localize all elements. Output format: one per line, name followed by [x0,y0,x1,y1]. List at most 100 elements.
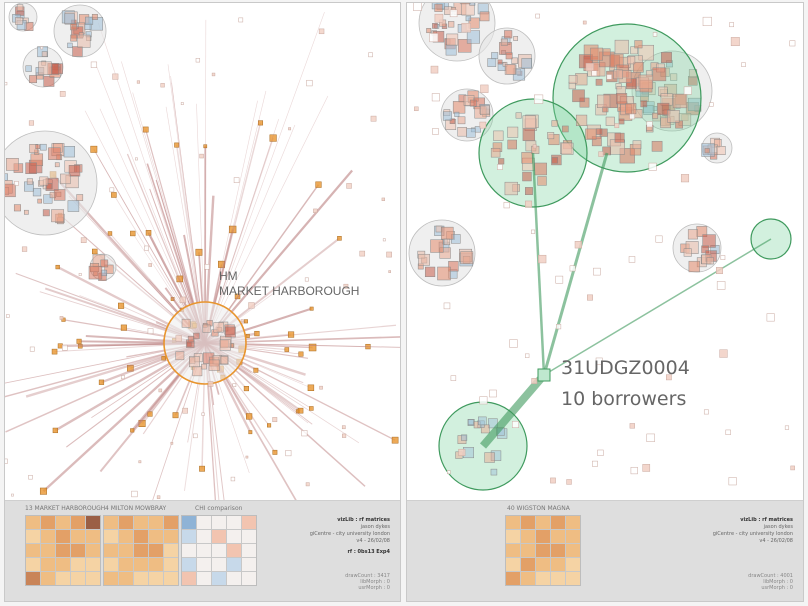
matrix-cell[interactable] [86,516,100,529]
matrix-cell[interactable] [521,544,535,557]
matrix-cell[interactable] [551,544,565,557]
matrix-cell[interactable] [104,516,118,529]
matrix-cell[interactable] [26,516,40,529]
matrix-cell[interactable] [212,544,226,557]
matrix-cell[interactable] [104,558,118,571]
matrix-cell[interactable] [521,530,535,543]
matrix-cell[interactable] [71,530,85,543]
matrix-cell[interactable] [71,544,85,557]
matrix-cell[interactable] [197,530,211,543]
matrix-cell[interactable] [506,516,520,529]
matrix-cell[interactable] [227,572,241,585]
matrix-cell[interactable] [104,572,118,585]
matrix-cell[interactable] [164,530,178,543]
matrix-cell[interactable] [521,558,535,571]
matrix-cell[interactable] [149,516,163,529]
matrix-cell[interactable] [566,572,580,585]
matrix-cell[interactable] [506,544,520,557]
matrix-cell[interactable] [26,558,40,571]
matrix-cell[interactable] [521,516,535,529]
matrix-cell[interactable] [536,558,550,571]
matrix-cell[interactable] [26,530,40,543]
matrix-cell[interactable] [164,544,178,557]
right-map-panel[interactable]: 31UDGZ0004 10 borrowers 40 WIGSTON MAGNA… [406,2,804,602]
rf-matrix[interactable] [505,515,581,586]
matrix-cell[interactable] [26,572,40,585]
matrix-cell[interactable] [551,530,565,543]
matrix-cell[interactable] [119,544,133,557]
matrix-cell[interactable] [149,530,163,543]
matrix-cell[interactable] [71,572,85,585]
matrix-cell[interactable] [227,530,241,543]
matrix-cell[interactable] [134,530,148,543]
matrix-cell[interactable] [242,572,256,585]
matrix-cell[interactable] [71,516,85,529]
matrix-cell[interactable] [86,544,100,557]
matrix-cell[interactable] [149,558,163,571]
matrix-cell[interactable] [182,530,196,543]
matrix-cell[interactable] [41,572,55,585]
matrix-cell[interactable] [104,530,118,543]
matrix-cell[interactable] [119,572,133,585]
matrix-cell[interactable] [41,544,55,557]
matrix-cell[interactable] [149,572,163,585]
matrix-cell[interactable] [551,572,565,585]
matrix-cell[interactable] [134,572,148,585]
matrix-cell[interactable] [227,558,241,571]
matrix-cell[interactable] [242,530,256,543]
matrix-cell[interactable] [56,544,70,557]
matrix-cell[interactable] [197,558,211,571]
matrix-cell[interactable] [26,544,40,557]
matrix-cell[interactable] [164,558,178,571]
matrix-cell[interactable] [566,544,580,557]
matrix-cell[interactable] [182,516,196,529]
matrix-cell[interactable] [119,516,133,529]
matrix-cell[interactable] [149,544,163,557]
matrix-cell[interactable] [86,558,100,571]
matrix-cell[interactable] [212,530,226,543]
matrix-cell[interactable] [212,558,226,571]
matrix-cell[interactable] [182,558,196,571]
matrix-cell[interactable] [119,530,133,543]
matrix-cell[interactable] [56,572,70,585]
matrix-cell[interactable] [134,516,148,529]
matrix-cell[interactable] [227,544,241,557]
matrix-cell[interactable] [182,572,196,585]
matrix-cell[interactable] [242,558,256,571]
matrix-cell[interactable] [506,572,520,585]
matrix-cell[interactable] [134,558,148,571]
matrix-cell[interactable] [119,558,133,571]
matrix-cell[interactable] [41,530,55,543]
matrix-cell[interactable] [134,544,148,557]
matrix-cell[interactable] [521,572,535,585]
matrix-cell[interactable] [536,530,550,543]
matrix-cell[interactable] [41,516,55,529]
matrix-cell[interactable] [56,516,70,529]
matrix-cell[interactable] [182,544,196,557]
matrix-cell[interactable] [551,558,565,571]
matrix-cell[interactable] [506,530,520,543]
right-borrower-map[interactable] [407,3,804,503]
matrix-cell[interactable] [56,530,70,543]
matrix-cell[interactable] [104,544,118,557]
matrix-cell[interactable] [164,572,178,585]
matrix-cell[interactable] [212,516,226,529]
matrix-cell[interactable] [551,516,565,529]
matrix-cell[interactable] [197,544,211,557]
matrix-cell[interactable] [242,516,256,529]
rf-matrix[interactable] [25,515,101,586]
matrix-cell[interactable] [536,516,550,529]
left-map-panel[interactable]: HM MARKET HARBOROUGH 13 MARKET HARBOROUG… [4,2,401,602]
matrix-cell[interactable] [86,530,100,543]
matrix-cell[interactable] [566,516,580,529]
left-flow-map[interactable] [5,3,401,503]
matrix-cell[interactable] [56,558,70,571]
matrix-cell[interactable] [566,530,580,543]
matrix-cell[interactable] [197,572,211,585]
matrix-cell[interactable] [86,572,100,585]
matrix-cell[interactable] [506,558,520,571]
matrix-cell[interactable] [41,558,55,571]
matrix-cell[interactable] [71,558,85,571]
matrix-cell[interactable] [197,516,211,529]
matrix-cell[interactable] [212,572,226,585]
